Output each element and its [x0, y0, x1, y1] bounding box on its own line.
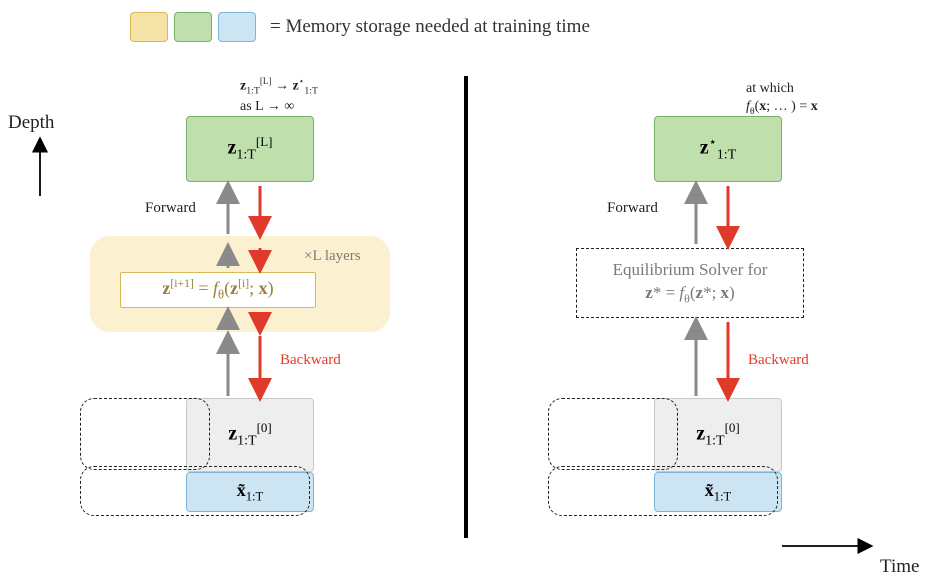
time-axis-label: Time: [880, 556, 919, 578]
right-forward-label: Forward: [607, 200, 658, 217]
left-dashed-lower: [80, 466, 310, 516]
left-times-l: ×L layers: [304, 248, 361, 265]
right-gray-label: z1:T[0]: [696, 420, 740, 450]
right-eq-line1: Equilibrium Solver for: [613, 259, 768, 282]
left-top-note: z1:T[L] → z⋆1:Tas L → ∞: [240, 76, 318, 116]
left-green-box: z1:T[L]: [186, 116, 314, 182]
left-backward-label: Backward: [280, 352, 341, 369]
left-green-label: z1:T[L]: [228, 134, 273, 164]
left-panel: z1:T[L] → z⋆1:Tas L → ∞ z1:T[L] Forward …: [0, 0, 464, 584]
left-formula-box: z[i+1] = fθ(z[i]; x): [120, 272, 316, 308]
left-formula: z[i+1] = fθ(z[i]; x): [162, 277, 273, 303]
right-dashed-lower: [548, 466, 778, 516]
left-gray-label: z1:T[0]: [228, 420, 272, 450]
right-panel: at whichfθ(x; … ) = x z⋆1:T Forward Equi…: [468, 0, 930, 584]
left-forward-label: Forward: [145, 200, 196, 217]
left-dashed-upper: [80, 398, 210, 470]
right-eq-box: Equilibrium Solver for z* = fθ(z*; x): [576, 248, 804, 318]
right-top-note: at whichfθ(x; … ) = x: [746, 80, 818, 119]
right-green-label: z⋆1:T: [700, 134, 736, 164]
right-eq-line2: z* = fθ(z*; x): [645, 282, 734, 306]
right-green-box: z⋆1:T: [654, 116, 782, 182]
right-dashed-upper: [548, 398, 678, 470]
right-backward-label: Backward: [748, 352, 809, 369]
